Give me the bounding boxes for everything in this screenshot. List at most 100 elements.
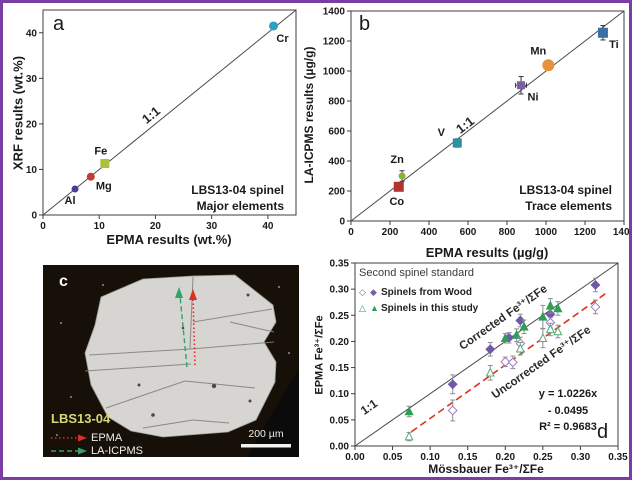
background-speck xyxy=(287,351,291,355)
panel-b-note-line2: Trace elements xyxy=(525,198,612,213)
background-speck xyxy=(69,395,73,399)
crack-line xyxy=(88,341,275,356)
d-uncorrected-wood-point-2 xyxy=(507,357,518,368)
a-point-label-Cr: Cr xyxy=(276,33,289,45)
d-uncorrected-study-point-1 xyxy=(485,367,495,377)
panel-a-note: LBS13-04 spinel Major elements xyxy=(191,183,284,214)
b-point-Mn xyxy=(542,59,555,72)
laicpms-legend-arrowhead-icon xyxy=(78,447,87,455)
micrograph-drawing xyxy=(43,265,299,457)
a-point-Cr xyxy=(269,21,279,31)
b-y-tick-label: 1000 xyxy=(323,67,346,78)
b-y-tick-label: 800 xyxy=(328,97,345,108)
scale-bar xyxy=(241,444,291,448)
b-point-Co xyxy=(393,181,404,192)
panel-a-y-axis-title: XRF results (wt.%) xyxy=(10,55,26,171)
crack-line xyxy=(192,308,273,323)
legend-label-wood: Spinels from Wood xyxy=(381,287,472,299)
inclusion-spot xyxy=(246,293,250,297)
a-y-tick-label: 10 xyxy=(26,165,38,176)
epma-traverse-label: EPMA xyxy=(91,432,123,444)
b-x-tick-label: 0 xyxy=(348,227,354,238)
a-x-tick-label: 40 xyxy=(262,221,274,232)
d-x-tick-label: 0.25 xyxy=(533,452,553,463)
b-point-label-Co: Co xyxy=(389,196,404,208)
d-y-tick-label: 0.10 xyxy=(330,389,350,400)
d-x-tick-label: 0.05 xyxy=(383,452,403,463)
b-point-label-Zn: Zn xyxy=(390,154,404,166)
d-corrected-study-point-0 xyxy=(404,406,414,416)
b-point-label-Ni: Ni xyxy=(528,91,539,103)
b-x-tick-label: 1400 xyxy=(613,227,632,238)
regression-equation: y = 1.0226x - 0.0495 xyxy=(538,388,598,417)
panel-d-letter: d xyxy=(597,421,609,443)
a-point-Mg xyxy=(86,172,95,181)
panel-a-x-axis-title: EPMA results (wt.%) xyxy=(106,232,232,247)
d-corrected-study-point-2 xyxy=(511,329,522,339)
inclusion-spot xyxy=(211,383,217,389)
a-x-tick-label: 20 xyxy=(150,221,162,232)
d-corrected-study-point-4 xyxy=(538,311,548,321)
d-uncorrected-study-point-5 xyxy=(553,326,563,336)
d-x-tick-label: 0.30 xyxy=(571,452,591,463)
b-y-tick-label: 200 xyxy=(328,187,345,198)
a-x-tick-label: 0 xyxy=(40,221,46,232)
d-y-tick-label: 0.00 xyxy=(330,442,350,453)
b-x-tick-label: 1000 xyxy=(535,227,558,238)
a-point-Fe xyxy=(100,159,110,169)
panel-b-note: LBS13-04 spinel Trace elements xyxy=(519,183,612,214)
d-uncorrected-study-point-0 xyxy=(404,431,414,441)
d-corrected-study-point-5 xyxy=(545,300,555,310)
d-uncorrected-study-point-3 xyxy=(538,332,548,343)
d-x-tick-label: 0.35 xyxy=(608,452,628,463)
d-y-tick-label: 0.20 xyxy=(330,337,350,348)
d-x-tick-label: 0.00 xyxy=(345,452,365,463)
b-plot-frame xyxy=(350,10,625,222)
d-x-tick-label: 0.15 xyxy=(458,452,478,463)
d-corrected-study-point-3 xyxy=(519,321,529,331)
b-y-tick-label: 600 xyxy=(328,127,345,138)
a-x-tick-label: 10 xyxy=(94,221,106,232)
d-corrected-study-point-1 xyxy=(500,332,510,343)
d-plot-frame xyxy=(354,262,619,447)
scale-bar-label: 200 µm xyxy=(248,428,284,440)
b-point-label-Mn: Mn xyxy=(530,45,546,57)
legend-label-study: Spinels in this study xyxy=(381,302,479,314)
a-y-tick-label: 20 xyxy=(26,119,38,130)
b-point-Zn xyxy=(398,172,406,180)
d-y-tick-label: 0.35 xyxy=(330,259,350,270)
b-x-tick-label: 400 xyxy=(421,227,438,238)
crack-line xyxy=(229,321,275,333)
legend-title: Second spinel standard xyxy=(359,267,474,279)
d-corrected-wood-point-3 xyxy=(515,315,526,326)
panel-b-x-axis-title: EPMA results (µg/g) xyxy=(425,245,549,260)
panel-a-letter: a xyxy=(53,13,65,35)
panel-d-chart: 0.00 0.05 0.10 0.15 0.20 0.25 0.30 0.35 0.00 0.05… xyxy=(330,259,629,464)
d-corrected-wood-point-1 xyxy=(485,344,496,355)
d-regression-line xyxy=(410,292,608,433)
diamond-open-icon: ◇ xyxy=(359,287,366,298)
crack-line xyxy=(189,276,194,350)
d-y-tick-label: 0.30 xyxy=(330,285,350,296)
laicpms-arrowhead-icon xyxy=(175,287,183,298)
b-x-tick-label: 200 xyxy=(382,227,399,238)
panel-d-legend: Second spinel standard ◇ ◆ Spinels from Wo… xyxy=(359,265,478,316)
laicpms-traverse-label: LA-ICPMS xyxy=(91,445,143,457)
panel-d-y-axis-title: EPMA Fe³⁺/ΣFe xyxy=(313,315,326,395)
d-y-tick-label: 0.25 xyxy=(330,311,350,322)
panel-d-x-axis-title: Mössbauer Fe³⁺/ΣFe xyxy=(428,462,544,476)
d-corrected-wood-point-0 xyxy=(447,379,458,390)
b-point-Ti xyxy=(597,27,608,38)
a-y-tick-label: 0 xyxy=(31,211,37,222)
b-y-tick-label: 0 xyxy=(339,217,345,228)
d-uncorrected-study-point-4 xyxy=(545,324,555,334)
d-x-tick-label: 0.20 xyxy=(496,452,516,463)
panel-a-note-line1: LBS13-04 spinel xyxy=(191,183,284,197)
d-corrected-study-point-6 xyxy=(553,303,563,313)
background-speck xyxy=(59,321,63,325)
panel-b-chart: 0 200 400 600 800 1000 1200 1400 0 200 400 600 800 10… xyxy=(323,7,632,239)
laicpms-traverse-arrow xyxy=(179,295,188,368)
b-y-tick-label: 1400 xyxy=(323,7,346,18)
spinel-grain xyxy=(84,274,277,438)
